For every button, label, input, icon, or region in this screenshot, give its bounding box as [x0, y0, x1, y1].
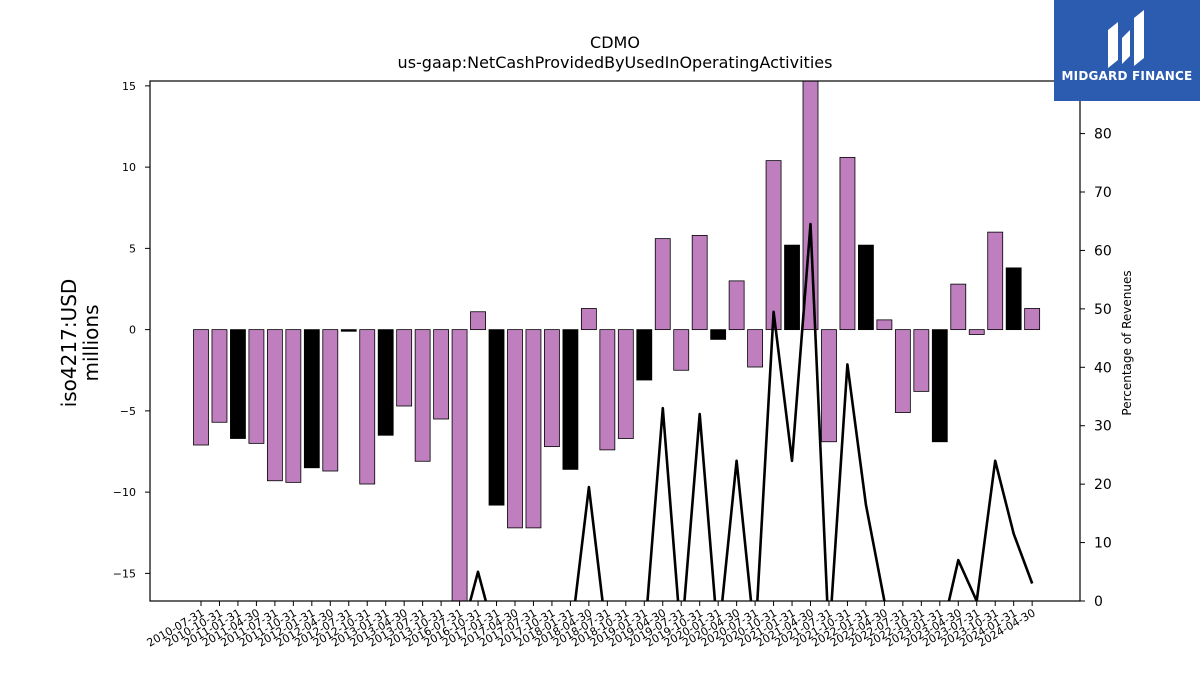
- y-axis-label-line2: millions: [79, 304, 103, 381]
- bar-2022-07-31: [894, 329, 911, 413]
- midgard-logo-icon: [1108, 10, 1144, 68]
- bar-2013-07-31: [414, 329, 431, 462]
- y2-tick-label: 80: [1094, 127, 1112, 143]
- bar-2018-04-30: [580, 308, 597, 331]
- bar-2019-04-30: [654, 238, 671, 331]
- bar-2021-10-31: [839, 156, 856, 331]
- bar-2012-10-31: [359, 329, 376, 485]
- bar-2019-07-31: [673, 329, 690, 371]
- bar-2013-01-31: [377, 329, 394, 436]
- bar-2021-01-31: [784, 244, 800, 331]
- y-tick-label: −5: [120, 405, 136, 418]
- bar-2011-04-30: [248, 329, 265, 444]
- bar-2018-01-31: [562, 329, 579, 470]
- bar-2023-10-31: [987, 231, 1004, 331]
- bar-2011-01-31: [230, 329, 246, 439]
- bar-2021-07-31: [821, 329, 837, 443]
- bar-2020-01-31: [710, 329, 727, 340]
- y2-tick-label: 70: [1094, 185, 1112, 201]
- bar-2019-10-31: [691, 234, 708, 331]
- bar-2010-10-31: [211, 329, 228, 423]
- bar-2017-07-31: [525, 329, 542, 529]
- bar-2019-01-31: [636, 329, 653, 381]
- bar-2023-01-31: [931, 329, 948, 443]
- bar-2022-01-31: [858, 244, 874, 331]
- bar-2022-04-30: [876, 319, 893, 331]
- bar-2017-10-31: [544, 329, 560, 448]
- y2-tick-label: 20: [1094, 477, 1112, 493]
- y2-tick-label: 50: [1094, 302, 1112, 318]
- y2-tick-label: 40: [1094, 360, 1112, 376]
- bar-2020-10-31: [765, 160, 782, 331]
- bar-2022-10-31: [913, 329, 930, 392]
- bar-2017-01-31: [488, 329, 505, 506]
- y-tick-label: −10: [113, 486, 136, 499]
- bar-2020-07-31: [747, 329, 763, 368]
- y2-tick-label: 30: [1094, 419, 1112, 435]
- chart-subtitle: us-gaap:NetCashProvidedByUsedInOperating…: [397, 53, 833, 72]
- bar-2018-10-31: [617, 329, 634, 439]
- brand-name: MIDGARD FINANCE: [1061, 69, 1193, 83]
- bar-2023-07-31: [968, 329, 985, 335]
- bar-2016-07-31: [451, 329, 468, 601]
- bar-2024-04-30: [1024, 308, 1041, 331]
- bar-2016-10-31: [470, 311, 486, 331]
- bar-2024-01-31: [1005, 267, 1022, 331]
- bar-2023-04-30: [950, 283, 967, 331]
- bar-2011-10-31: [285, 329, 302, 483]
- y2-tick-label: 0: [1094, 594, 1103, 610]
- y-axis-label-line1: iso4217:USD: [57, 279, 81, 408]
- y2-tick-label: 10: [1094, 536, 1112, 552]
- y-tick-label: 5: [129, 242, 136, 255]
- bar-2017-04-30: [507, 329, 523, 529]
- y2-axis-label: Percentage of Revenues: [1120, 270, 1134, 415]
- y-tick-label: −15: [113, 567, 136, 580]
- bar-2020-04-30: [728, 280, 745, 331]
- y-tick-label: 0: [129, 324, 136, 337]
- y-tick-label: 10: [122, 161, 136, 174]
- bar-2010-07-31: [193, 329, 209, 446]
- chart-title: CDMO: [590, 33, 640, 52]
- bar-2011-07-31: [266, 329, 283, 482]
- y-tick-label: 15: [122, 80, 136, 93]
- bar-2013-04-30: [396, 329, 413, 407]
- bar-2018-07-31: [599, 329, 616, 451]
- brand-logo: MIDGARD FINANCE: [1054, 0, 1200, 101]
- plot-frame: [149, 80, 1081, 602]
- bar-2012-04-30: [322, 329, 339, 472]
- y2-tick-label: 60: [1094, 243, 1112, 259]
- bar-2012-07-31: [340, 329, 357, 332]
- bar-2013-10-31: [433, 329, 450, 420]
- bar-2012-01-31: [303, 329, 320, 469]
